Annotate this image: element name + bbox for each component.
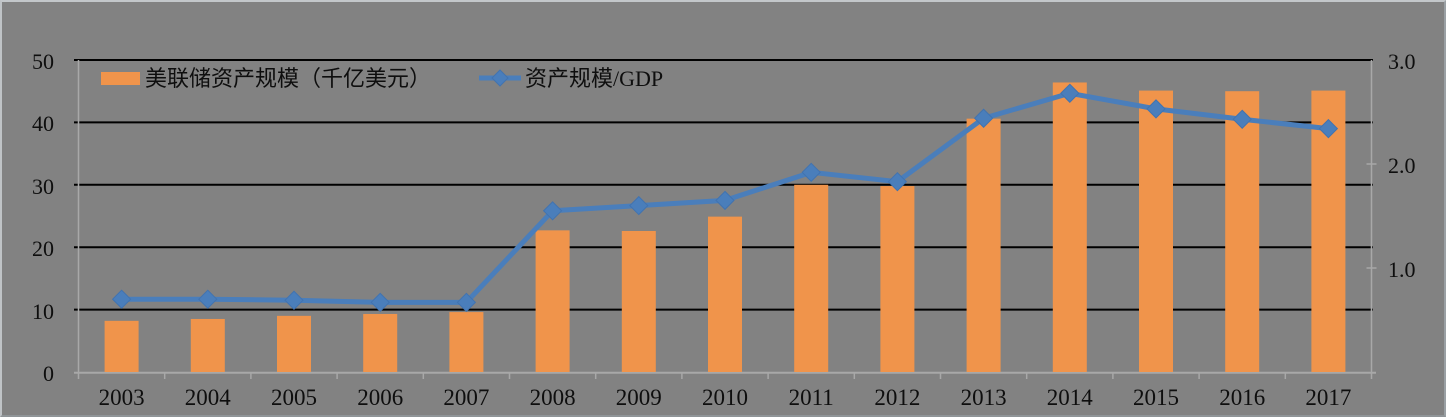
marker-2013	[973, 108, 994, 128]
diamond-marker-icon	[491, 69, 509, 87]
bar-series-swatch	[101, 72, 140, 85]
bar-2003	[104, 320, 139, 372]
left-tick-label-20: 20	[32, 236, 54, 262]
marker-2011	[801, 162, 821, 183]
bar-2010	[708, 216, 742, 372]
right-tick-label-2.0: 2.0	[1388, 153, 1416, 178]
marker-2014	[1060, 83, 1080, 103]
bar-2015	[1139, 90, 1173, 373]
year-label-2014: 2014	[1046, 385, 1093, 410]
bar-2007	[449, 312, 484, 372]
marker-2015	[1146, 99, 1166, 119]
year-label-2009: 2009	[615, 385, 662, 410]
marker-2006	[370, 292, 390, 313]
bar-2016	[1225, 91, 1260, 372]
marker-2004	[198, 289, 218, 309]
year-label-2007: 2007	[443, 385, 490, 410]
marker-2005	[284, 290, 304, 310]
bar-2005	[277, 315, 311, 372]
year-label-2012: 2012	[874, 385, 921, 410]
marker-2016	[1232, 109, 1252, 129]
left-tick-label-10: 10	[32, 298, 54, 324]
left-tick-label-50: 50	[32, 49, 54, 74]
bar-2006	[363, 313, 398, 372]
year-label-2003: 2003	[98, 385, 145, 410]
left-tick-label-0: 0	[43, 361, 54, 386]
left-tick-label-40: 40	[32, 111, 54, 137]
bar-2009	[621, 230, 656, 372]
year-label-2006: 2006	[357, 385, 404, 410]
bar-2011	[794, 184, 829, 372]
year-label-2017: 2017	[1305, 385, 1352, 410]
year-label-2008: 2008	[529, 385, 576, 410]
year-label-2010: 2010	[702, 385, 748, 410]
right-tick-label-1.0: 1.0	[1388, 257, 1416, 282]
marker-2012	[887, 171, 908, 192]
marker-2003	[111, 289, 132, 309]
line-series-swatch	[479, 69, 521, 87]
year-label-2011: 2011	[788, 385, 834, 410]
bar-2014	[1052, 82, 1087, 373]
marker-2009	[629, 195, 649, 216]
year-label-2013: 2013	[960, 385, 1007, 410]
year-label-2005: 2005	[271, 385, 317, 410]
marker-2007	[456, 292, 477, 313]
year-label-2015: 2015	[1133, 385, 1179, 410]
year-label-2004: 2004	[184, 385, 231, 410]
line-series-label: 资产规模/GDP	[525, 66, 664, 91]
bar-2008	[535, 230, 570, 372]
bar-2012	[880, 186, 915, 372]
marker-2010	[715, 190, 735, 211]
bar-series-label: 美联储资产规模（千亿美元）	[145, 66, 432, 91]
marker-2008	[542, 201, 563, 221]
bar-2004	[190, 318, 225, 372]
marker-2017	[1318, 118, 1339, 139]
left-tick-label-30: 30	[32, 173, 54, 199]
year-label-2016: 2016	[1219, 385, 1266, 410]
bar-2013	[966, 118, 1001, 372]
right-tick-label-3.0: 3.0	[1388, 49, 1416, 74]
